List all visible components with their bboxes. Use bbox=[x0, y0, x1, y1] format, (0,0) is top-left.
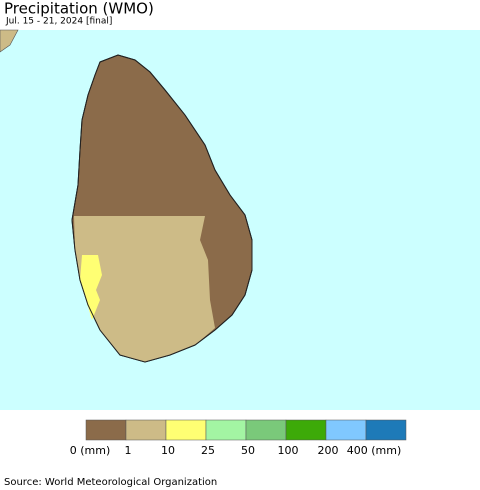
mainland-coast bbox=[0, 29, 19, 53]
legend-label: 25 bbox=[201, 444, 215, 457]
legend-label: 0 (mm) bbox=[70, 444, 111, 457]
title: Precipitation (WMO) bbox=[4, 0, 154, 18]
legend-label: 100 bbox=[278, 444, 299, 457]
legend-swatch bbox=[205, 419, 247, 441]
legend-label: 1 bbox=[125, 444, 132, 457]
legend-label: 400 (mm) bbox=[347, 444, 402, 457]
legend: 0 (mm) 1 10 25 50 100 200 400 (mm) bbox=[70, 419, 407, 457]
legend-swatch bbox=[125, 419, 167, 441]
island-outline bbox=[71, 54, 253, 363]
source: Source: World Meteorological Organizatio… bbox=[4, 477, 217, 488]
legend-swatch bbox=[365, 419, 407, 441]
legend-swatch bbox=[325, 419, 367, 441]
legend-swatch bbox=[285, 419, 327, 441]
legend-swatch bbox=[165, 419, 207, 441]
light-rain-zone bbox=[74, 216, 215, 362]
legend-label: 50 bbox=[241, 444, 255, 457]
legend-label: 200 bbox=[318, 444, 339, 457]
moderate-rain-zone bbox=[80, 255, 102, 320]
legend-swatch bbox=[85, 419, 127, 441]
legend-swatch bbox=[245, 419, 287, 441]
subtitle: Jul. 15 - 21, 2024 [final] bbox=[5, 17, 112, 27]
legend-label: 10 bbox=[161, 444, 175, 457]
